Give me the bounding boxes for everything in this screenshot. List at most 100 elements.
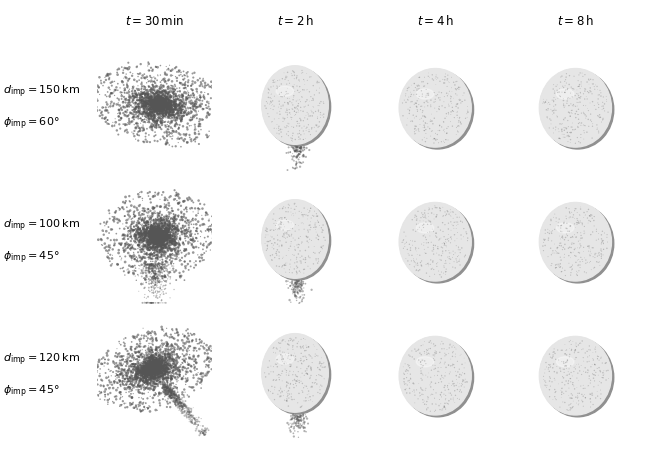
Point xyxy=(179,99,189,106)
Point xyxy=(593,91,603,99)
Point xyxy=(151,99,162,107)
Point xyxy=(151,351,161,359)
Point xyxy=(159,231,170,238)
Point xyxy=(153,364,164,371)
Point xyxy=(162,105,173,113)
Point xyxy=(144,363,155,370)
Point xyxy=(147,89,157,96)
Point xyxy=(156,231,167,238)
Point xyxy=(111,379,122,386)
Ellipse shape xyxy=(276,352,304,386)
Point xyxy=(156,110,166,117)
Point xyxy=(143,97,153,104)
Point xyxy=(167,240,177,247)
Point xyxy=(153,231,163,238)
Point xyxy=(149,268,160,275)
Point xyxy=(151,236,162,243)
Point xyxy=(177,399,187,406)
Point xyxy=(439,375,449,382)
Point xyxy=(138,374,148,381)
Point xyxy=(404,261,415,268)
Point xyxy=(150,99,160,106)
Point xyxy=(154,234,164,241)
Point xyxy=(293,290,303,297)
Point xyxy=(151,365,161,372)
Point xyxy=(141,360,151,367)
Point xyxy=(117,204,128,211)
Point xyxy=(149,392,160,399)
Point xyxy=(143,106,154,113)
Point xyxy=(125,361,136,369)
Point xyxy=(156,235,166,242)
Point xyxy=(153,275,163,282)
Point xyxy=(150,372,160,380)
Point xyxy=(155,102,166,109)
Point xyxy=(135,225,145,232)
Point xyxy=(289,112,300,119)
Point xyxy=(145,225,156,232)
Point xyxy=(424,350,435,358)
Ellipse shape xyxy=(415,355,445,388)
Point xyxy=(201,350,212,357)
Point xyxy=(304,222,314,229)
Point xyxy=(151,234,162,241)
Point xyxy=(141,231,151,238)
Point xyxy=(178,403,188,410)
Point xyxy=(273,237,283,244)
Point xyxy=(422,244,433,251)
Point xyxy=(148,268,158,276)
Point xyxy=(293,102,303,109)
Point xyxy=(141,363,151,370)
Ellipse shape xyxy=(272,79,312,126)
Point xyxy=(282,105,292,113)
Point xyxy=(146,364,156,371)
Point xyxy=(174,354,185,361)
Point xyxy=(160,237,171,244)
Point xyxy=(155,365,165,372)
Point xyxy=(143,251,154,258)
Point xyxy=(145,366,156,374)
Point xyxy=(274,89,285,97)
Point xyxy=(151,355,162,363)
Point xyxy=(156,223,167,231)
Point xyxy=(156,357,167,365)
Point xyxy=(314,222,325,229)
Point xyxy=(151,236,162,243)
Ellipse shape xyxy=(563,365,573,375)
Point xyxy=(151,102,162,109)
Point xyxy=(264,87,274,94)
Point xyxy=(165,385,175,392)
Point xyxy=(154,104,164,111)
Point xyxy=(177,399,187,406)
Point xyxy=(149,368,159,375)
Point xyxy=(170,96,181,103)
Point xyxy=(148,269,158,276)
Point xyxy=(147,373,157,380)
Point xyxy=(175,87,185,94)
Point xyxy=(156,237,167,245)
Point xyxy=(298,278,308,285)
Point xyxy=(138,365,149,373)
Point xyxy=(108,119,118,126)
Point xyxy=(421,114,431,121)
Point xyxy=(291,293,302,300)
Point xyxy=(452,229,463,236)
Point xyxy=(152,99,162,106)
Point xyxy=(159,231,170,238)
Point xyxy=(162,369,172,376)
Point xyxy=(168,380,178,387)
Point xyxy=(130,403,141,410)
Point xyxy=(139,374,149,381)
Point xyxy=(156,236,167,243)
Point xyxy=(157,233,168,240)
Point xyxy=(119,385,130,392)
Point xyxy=(147,95,157,102)
Point xyxy=(132,257,142,264)
Point xyxy=(560,351,570,358)
Point xyxy=(151,124,162,132)
Ellipse shape xyxy=(265,205,322,271)
Point xyxy=(443,225,454,232)
Point xyxy=(149,276,159,283)
Point xyxy=(150,235,160,242)
Point xyxy=(151,104,161,111)
